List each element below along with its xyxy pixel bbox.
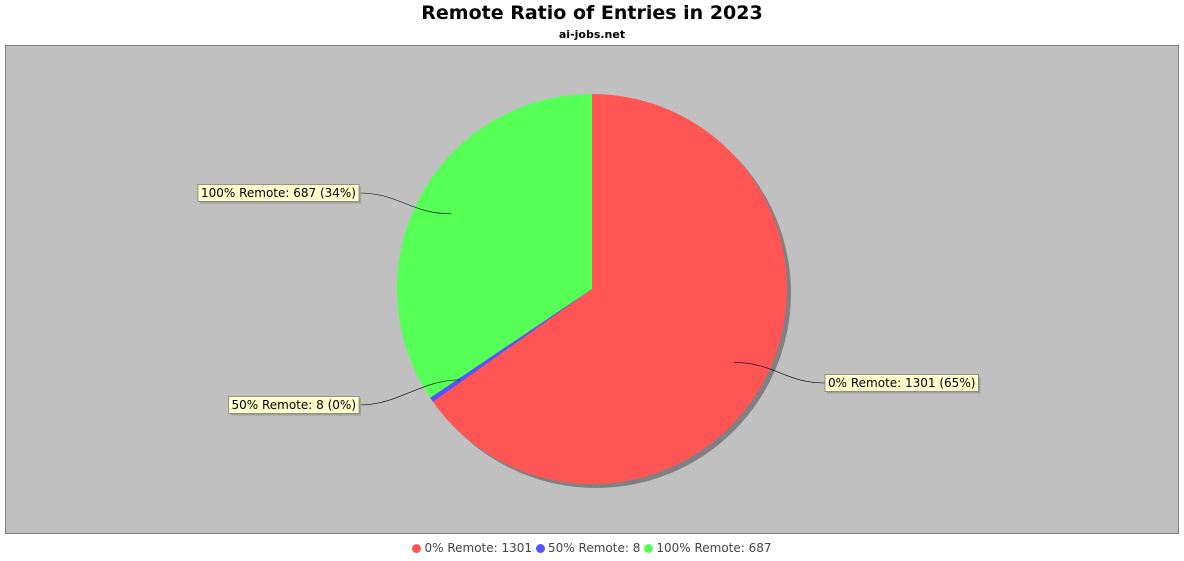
slice-label: 0% Remote: 1301 (65%) [828,376,975,390]
pie-slice-50-remote [430,289,592,402]
slice-label: 50% Remote: 8 (0%) [232,398,357,412]
legend-swatch [644,543,654,553]
legend-item: 100% Remote: 687 [644,541,772,555]
legend-item: 50% Remote: 8 [536,541,640,555]
legend-label: 100% Remote: 687 [656,541,772,555]
pie-slice-0-remote [432,94,787,484]
slice-label-box [824,374,979,392]
legend-label: 50% Remote: 8 [548,541,641,555]
slice-label: 100% Remote: 687 (34%) [201,186,356,200]
legend-swatch [412,543,422,553]
chart-title: Remote Ratio of Entries in 2023 [421,2,763,24]
slice-label-connector [358,379,461,406]
slice-label-box [228,396,360,414]
pie-chart: 0% Remote: 1301 (65%) 50% Remote: 8 (0%) 1… [5,45,1179,534]
legend-swatch [536,543,546,553]
legend-label: 0% Remote: 1301 [424,541,533,555]
chart-legend: 0% Remote: 1301 50% Remote: 8 100% Remote:… [0,541,1184,555]
legend-item: 0% Remote: 1301 [412,541,532,555]
slice-label-box [197,184,360,202]
slice-label-connector [734,362,826,384]
chart-subtitle: ai-jobs.net [558,28,626,41]
pie-slice-100-remote [397,94,592,398]
slice-label-connector [358,192,451,215]
